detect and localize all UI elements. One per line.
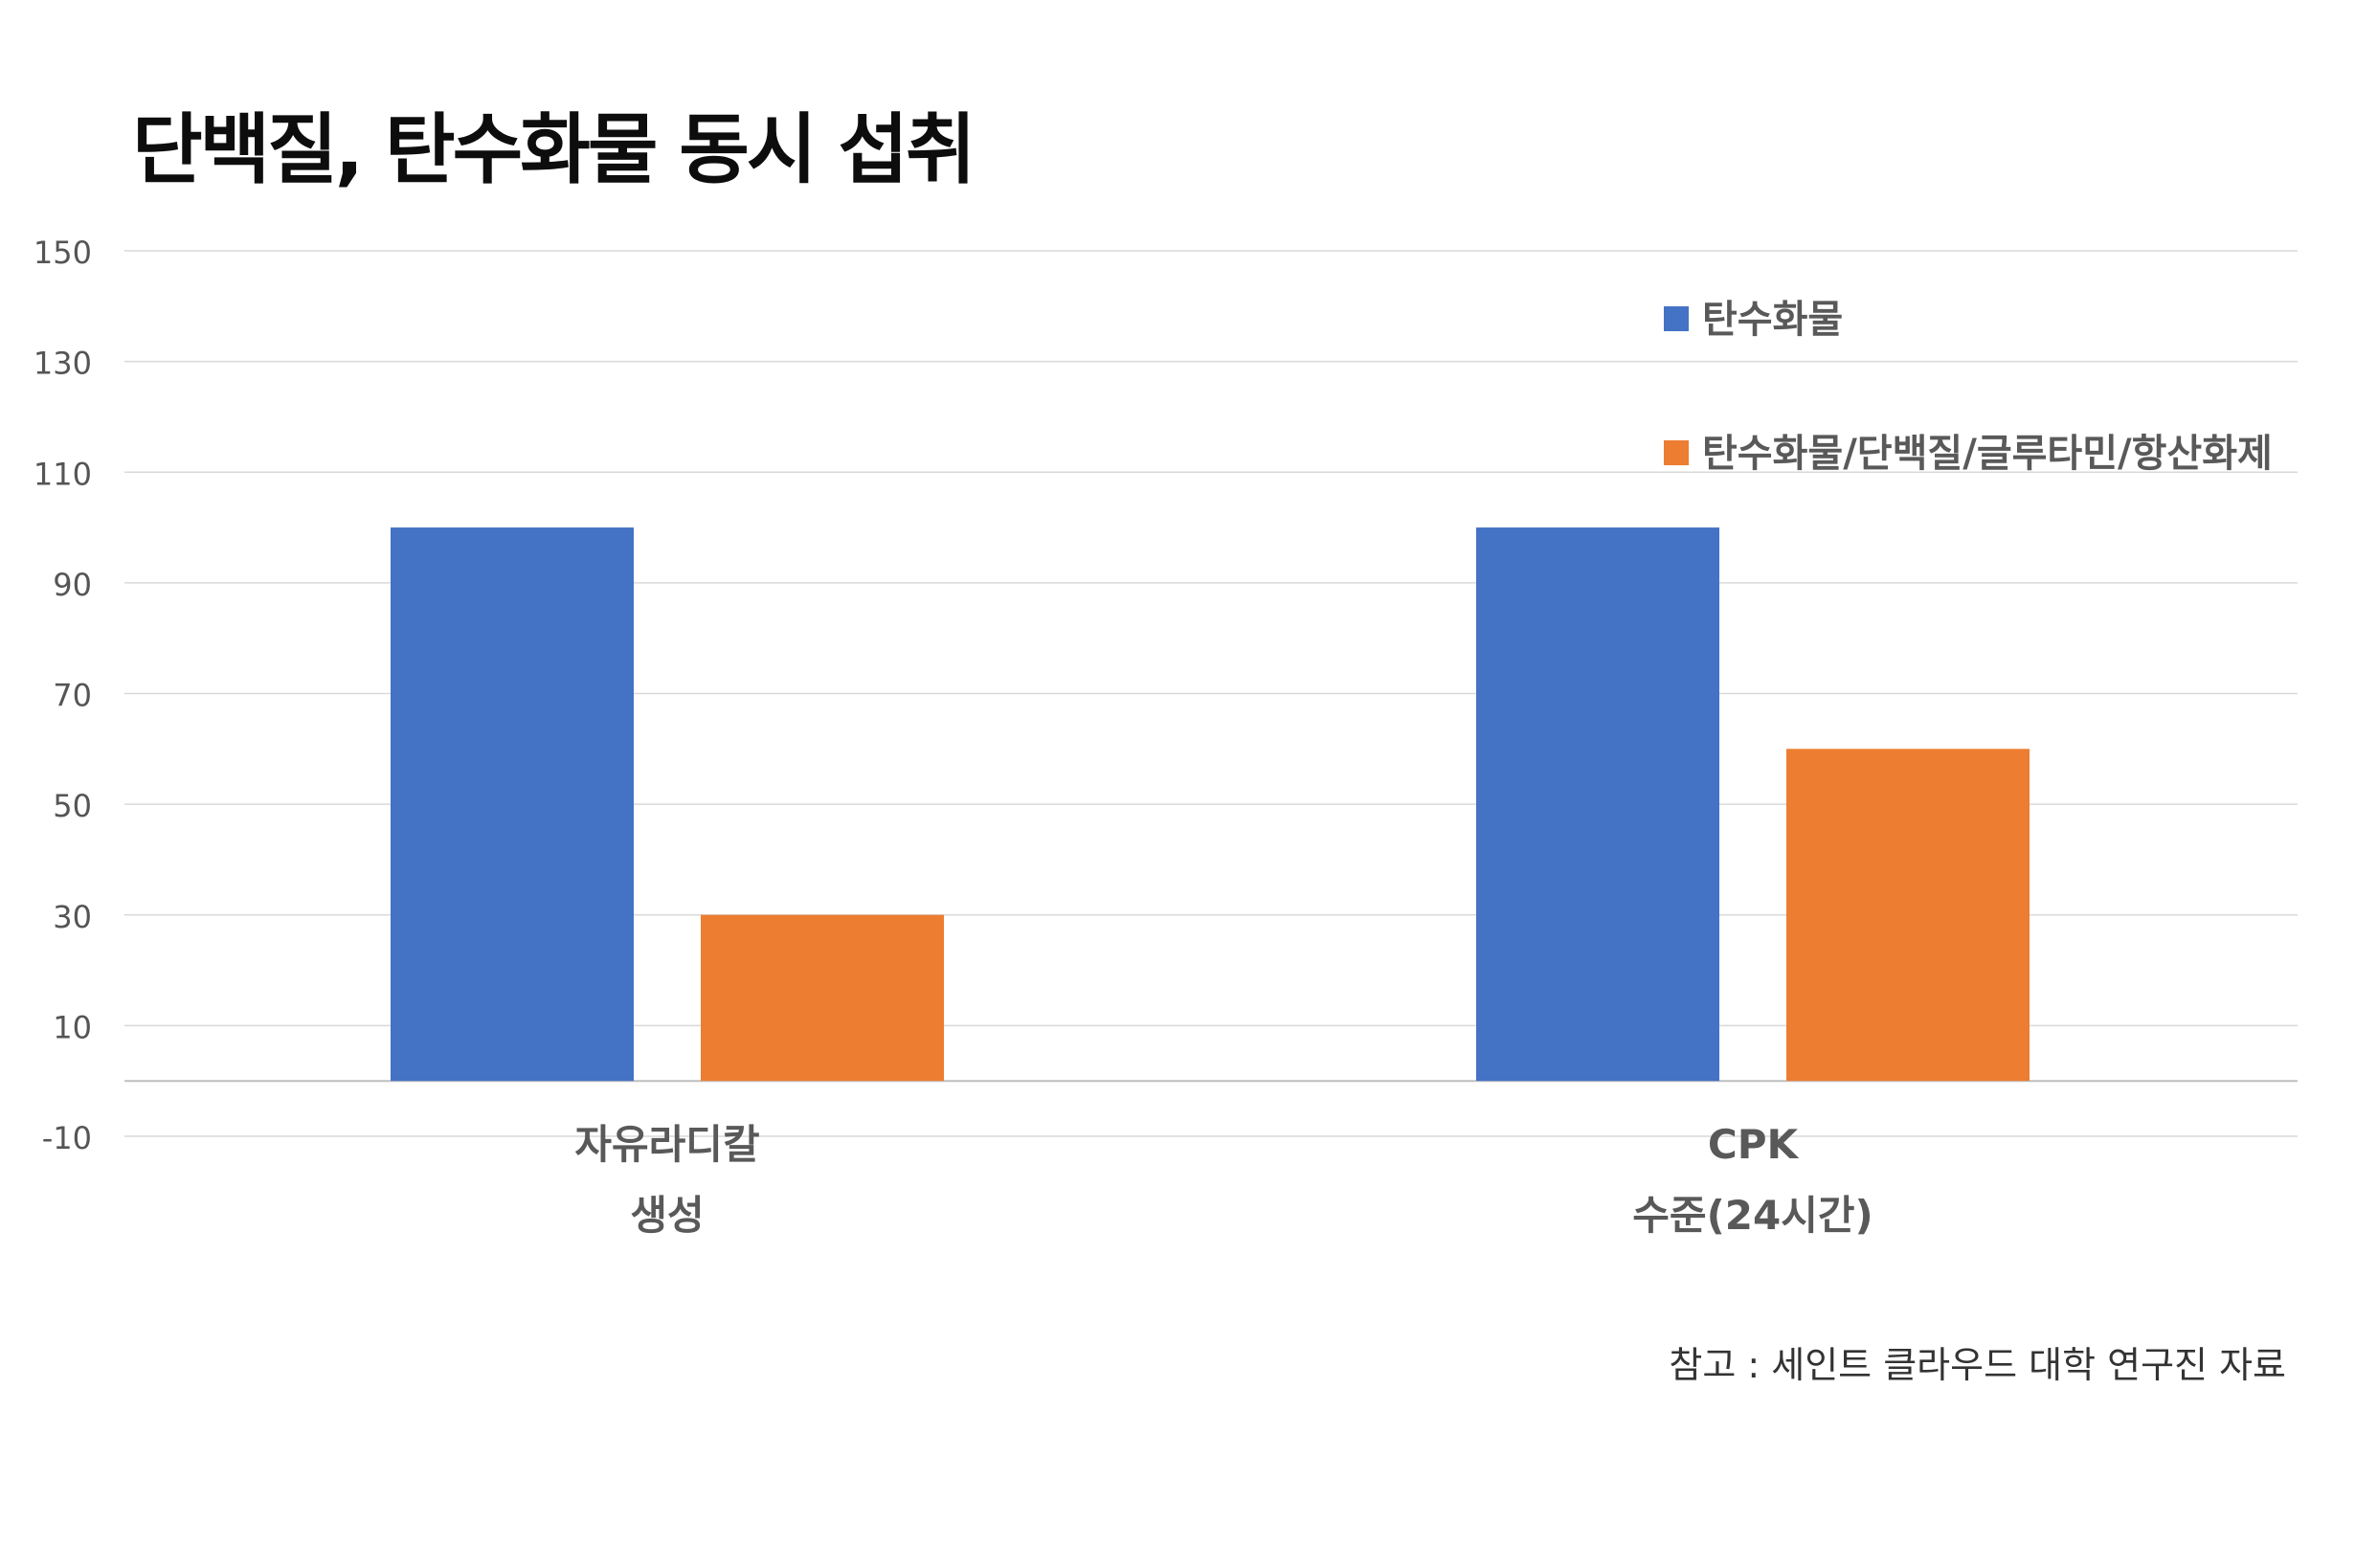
x-category-label: 생성 <box>630 1192 704 1239</box>
x-category-label: 자유라디칼 <box>574 1121 759 1168</box>
bar <box>391 527 634 1082</box>
y-tick-label: 110 <box>34 456 92 492</box>
legend-label: 탄수화물 <box>1702 298 1843 342</box>
legend-swatch <box>1664 440 1689 465</box>
legend-label: 탄수화물/단백질/글루타민/항산화제 <box>1702 432 2273 476</box>
y-tick-label: 90 <box>53 567 92 603</box>
bar <box>1476 527 1719 1082</box>
y-tick-label: 50 <box>53 788 92 824</box>
bar <box>701 914 944 1082</box>
bar <box>1786 749 2030 1082</box>
source-note: 참고 : 세인트 클라우드 대학 연구진 자료 <box>1669 1344 2286 1386</box>
y-tick-label: 130 <box>34 346 92 382</box>
y-tick-label: 150 <box>34 235 92 271</box>
x-category-label: 수준(24시간) <box>1632 1192 1873 1239</box>
y-tick-label: 70 <box>53 678 92 714</box>
y-tick-label: 30 <box>53 899 92 935</box>
x-category-label: CPK <box>1708 1121 1800 1168</box>
legend-swatch <box>1664 306 1689 331</box>
y-tick-label: -10 <box>42 1120 92 1156</box>
chart-title: 단백질, 탄수화물 동시 섭취 <box>132 105 976 194</box>
y-tick-label: 10 <box>53 1009 92 1045</box>
